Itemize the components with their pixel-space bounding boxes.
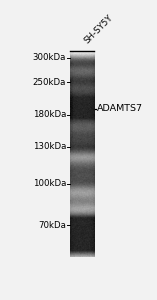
Text: 130kDa: 130kDa [33,142,66,152]
Text: ADAMTS7: ADAMTS7 [97,104,143,113]
Text: 180kDa: 180kDa [33,110,66,119]
Text: 100kDa: 100kDa [33,179,66,188]
Text: 250kDa: 250kDa [33,78,66,87]
Text: 300kDa: 300kDa [33,53,66,62]
Text: 70kDa: 70kDa [38,221,66,230]
Text: SH-SY5Y: SH-SY5Y [82,14,115,46]
